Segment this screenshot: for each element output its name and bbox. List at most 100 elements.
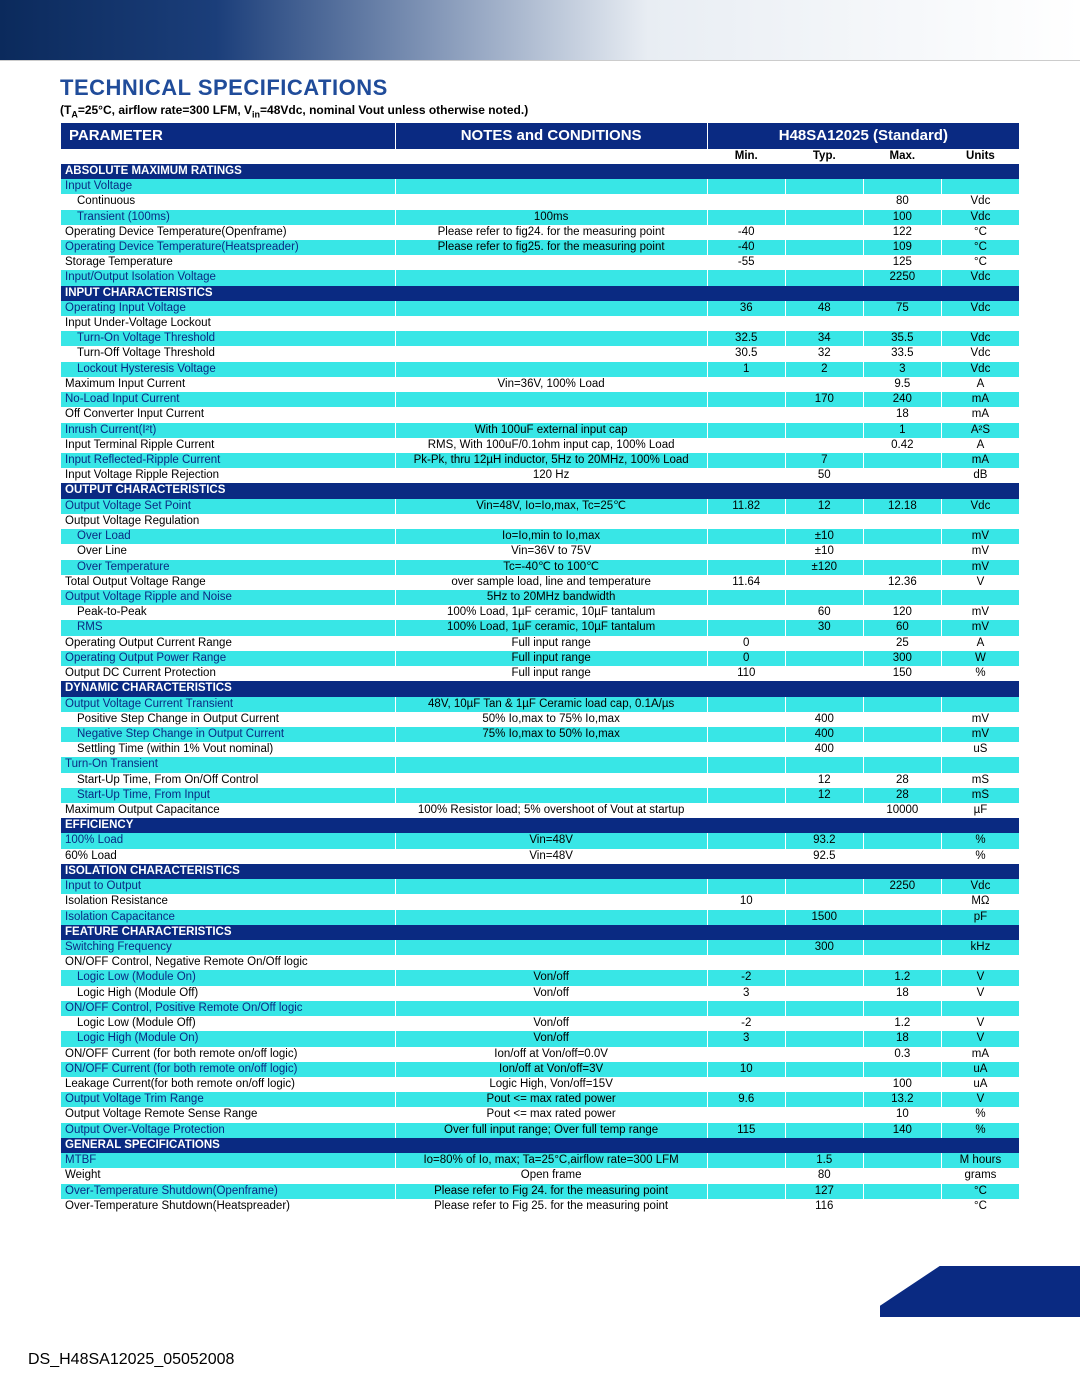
corner-art — [880, 1257, 1080, 1317]
typ-cell — [785, 697, 863, 712]
min-cell — [707, 849, 785, 864]
notes-cell: With 100uF external input cap — [395, 423, 707, 438]
table-row: Off Converter Input Current18mA — [61, 407, 1020, 422]
min-cell — [707, 1168, 785, 1183]
table-row: MTBFIo=80% of Io, max; Ta=25°C,airflow r… — [61, 1153, 1020, 1168]
notes-cell: Over full input range; Over full temp ra… — [395, 1123, 707, 1138]
parameter-cell: Output Voltage Set Point — [61, 499, 396, 514]
table-row: Turn-On Voltage Threshold32.53435.5Vdc — [61, 331, 1020, 346]
section-header: GENERAL SPECIFICATIONS — [61, 1138, 1020, 1153]
min-cell — [707, 529, 785, 544]
units-cell: °C — [941, 1199, 1019, 1214]
min-cell — [707, 392, 785, 407]
parameter-cell: MTBF — [61, 1153, 396, 1168]
min-cell — [707, 1107, 785, 1122]
notes-cell — [395, 407, 707, 422]
parameter-cell: No-Load Input Current — [61, 392, 396, 407]
units-cell: mA — [941, 1047, 1019, 1062]
max-cell: 60 — [863, 620, 941, 635]
max-cell: 140 — [863, 1123, 941, 1138]
min-cell — [707, 940, 785, 955]
parameter-cell: RMS — [61, 620, 396, 635]
max-cell: 18 — [863, 407, 941, 422]
parameter-cell: Logic Low (Module Off) — [61, 1016, 396, 1031]
header-model: H48SA12025 (Standard) — [707, 123, 1019, 148]
min-cell — [707, 514, 785, 529]
max-cell: 120 — [863, 605, 941, 620]
parameter-cell: Off Converter Input Current — [61, 407, 396, 422]
parameter-cell: Over-Temperature Shutdown(Heatspreader) — [61, 1199, 396, 1214]
table-row: Logic Low (Module Off)Von/off-21.2V — [61, 1016, 1020, 1031]
table-row: Output Voltage Current Transient48V, 10µ… — [61, 697, 1020, 712]
typ-cell — [785, 514, 863, 529]
table-row: Maximum Output Capacitance100% Resistor … — [61, 803, 1020, 818]
max-cell: 1.2 — [863, 1016, 941, 1031]
table-row: Output Voltage Regulation — [61, 514, 1020, 529]
max-cell — [863, 179, 941, 194]
typ-cell — [785, 970, 863, 985]
units-cell — [941, 757, 1019, 772]
min-cell: 110 — [707, 666, 785, 681]
typ-cell: 127 — [785, 1184, 863, 1199]
typ-cell — [785, 1031, 863, 1046]
min-cell — [707, 316, 785, 331]
notes-cell: Logic High, Von/off=15V — [395, 1077, 707, 1092]
parameter-cell: Operating Output Current Range — [61, 636, 396, 651]
notes-cell: Please refer to Fig 25. for the measurin… — [395, 1199, 707, 1214]
units-cell: dB — [941, 468, 1019, 483]
table-row: Peak-to-Peak100% Load, 1µF ceramic, 10µF… — [61, 605, 1020, 620]
typ-cell — [785, 651, 863, 666]
table-row: Logic High (Module On)Von/off318V — [61, 1031, 1020, 1046]
parameter-cell: Operating Input Voltage — [61, 301, 396, 316]
table-row: Output Over-Voltage ProtectionOver full … — [61, 1123, 1020, 1138]
section-header: DYNAMIC CHARACTERISTICS — [61, 681, 1020, 696]
table-row: Negative Step Change in Output Current75… — [61, 727, 1020, 742]
notes-cell: Pout <= max rated power — [395, 1107, 707, 1122]
min-cell — [707, 955, 785, 970]
table-row: 100% LoadVin=48V93.2% — [61, 833, 1020, 848]
max-cell: 0.3 — [863, 1047, 941, 1062]
min-cell — [707, 407, 785, 422]
table-row: Input Reflected-Ripple CurrentPk-Pk, thr… — [61, 453, 1020, 468]
min-cell: 1 — [707, 362, 785, 377]
parameter-cell: Input Terminal Ripple Current — [61, 438, 396, 453]
typ-cell: 300 — [785, 940, 863, 955]
table-row: Start-Up Time, From On/Off Control1228mS — [61, 773, 1020, 788]
max-cell — [863, 910, 941, 925]
min-cell — [707, 1077, 785, 1092]
header-parameter: PARAMETER — [61, 123, 396, 148]
min-cell — [707, 788, 785, 803]
min-cell: 0 — [707, 651, 785, 666]
notes-cell: RMS, With 100uF/0.1ohm input cap, 100% L… — [395, 438, 707, 453]
parameter-cell: Operating Device Temperature(Openframe) — [61, 225, 396, 240]
parameter-cell: Logic High (Module On) — [61, 1031, 396, 1046]
min-cell — [707, 270, 785, 285]
parameter-cell: Output DC Current Protection — [61, 666, 396, 681]
notes-cell: Pout <= max rated power — [395, 1092, 707, 1107]
parameter-cell: Output Voltage Regulation — [61, 514, 396, 529]
units-cell: uS — [941, 742, 1019, 757]
conditions-note: (TA=25°C, airflow rate=300 LFM, Vin=48Vd… — [60, 103, 1020, 119]
min-cell — [707, 1001, 785, 1016]
parameter-cell: Operating Device Temperature(Heatspreade… — [61, 240, 396, 255]
units-cell: µF — [941, 803, 1019, 818]
specifications-table: PARAMETERNOTES and CONDITIONSH48SA12025 … — [60, 123, 1020, 1214]
min-cell: 0 — [707, 636, 785, 651]
max-cell — [863, 712, 941, 727]
min-cell: 3 — [707, 1031, 785, 1046]
typ-cell: 32 — [785, 346, 863, 361]
parameter-cell: Over Load — [61, 529, 396, 544]
units-cell — [941, 316, 1019, 331]
max-cell: 100 — [863, 1077, 941, 1092]
typ-cell — [785, 636, 863, 651]
table-row: DYNAMIC CHARACTERISTICS — [61, 681, 1020, 696]
max-cell — [863, 1062, 941, 1077]
units-cell: % — [941, 666, 1019, 681]
notes-cell — [395, 514, 707, 529]
table-row: Output Voltage Remote Sense RangePout <=… — [61, 1107, 1020, 1122]
units-cell: MΩ — [941, 894, 1019, 909]
typ-cell: 30 — [785, 620, 863, 635]
section-header: EFFICIENCY — [61, 818, 1020, 833]
max-cell — [863, 1184, 941, 1199]
units-cell: mV — [941, 529, 1019, 544]
